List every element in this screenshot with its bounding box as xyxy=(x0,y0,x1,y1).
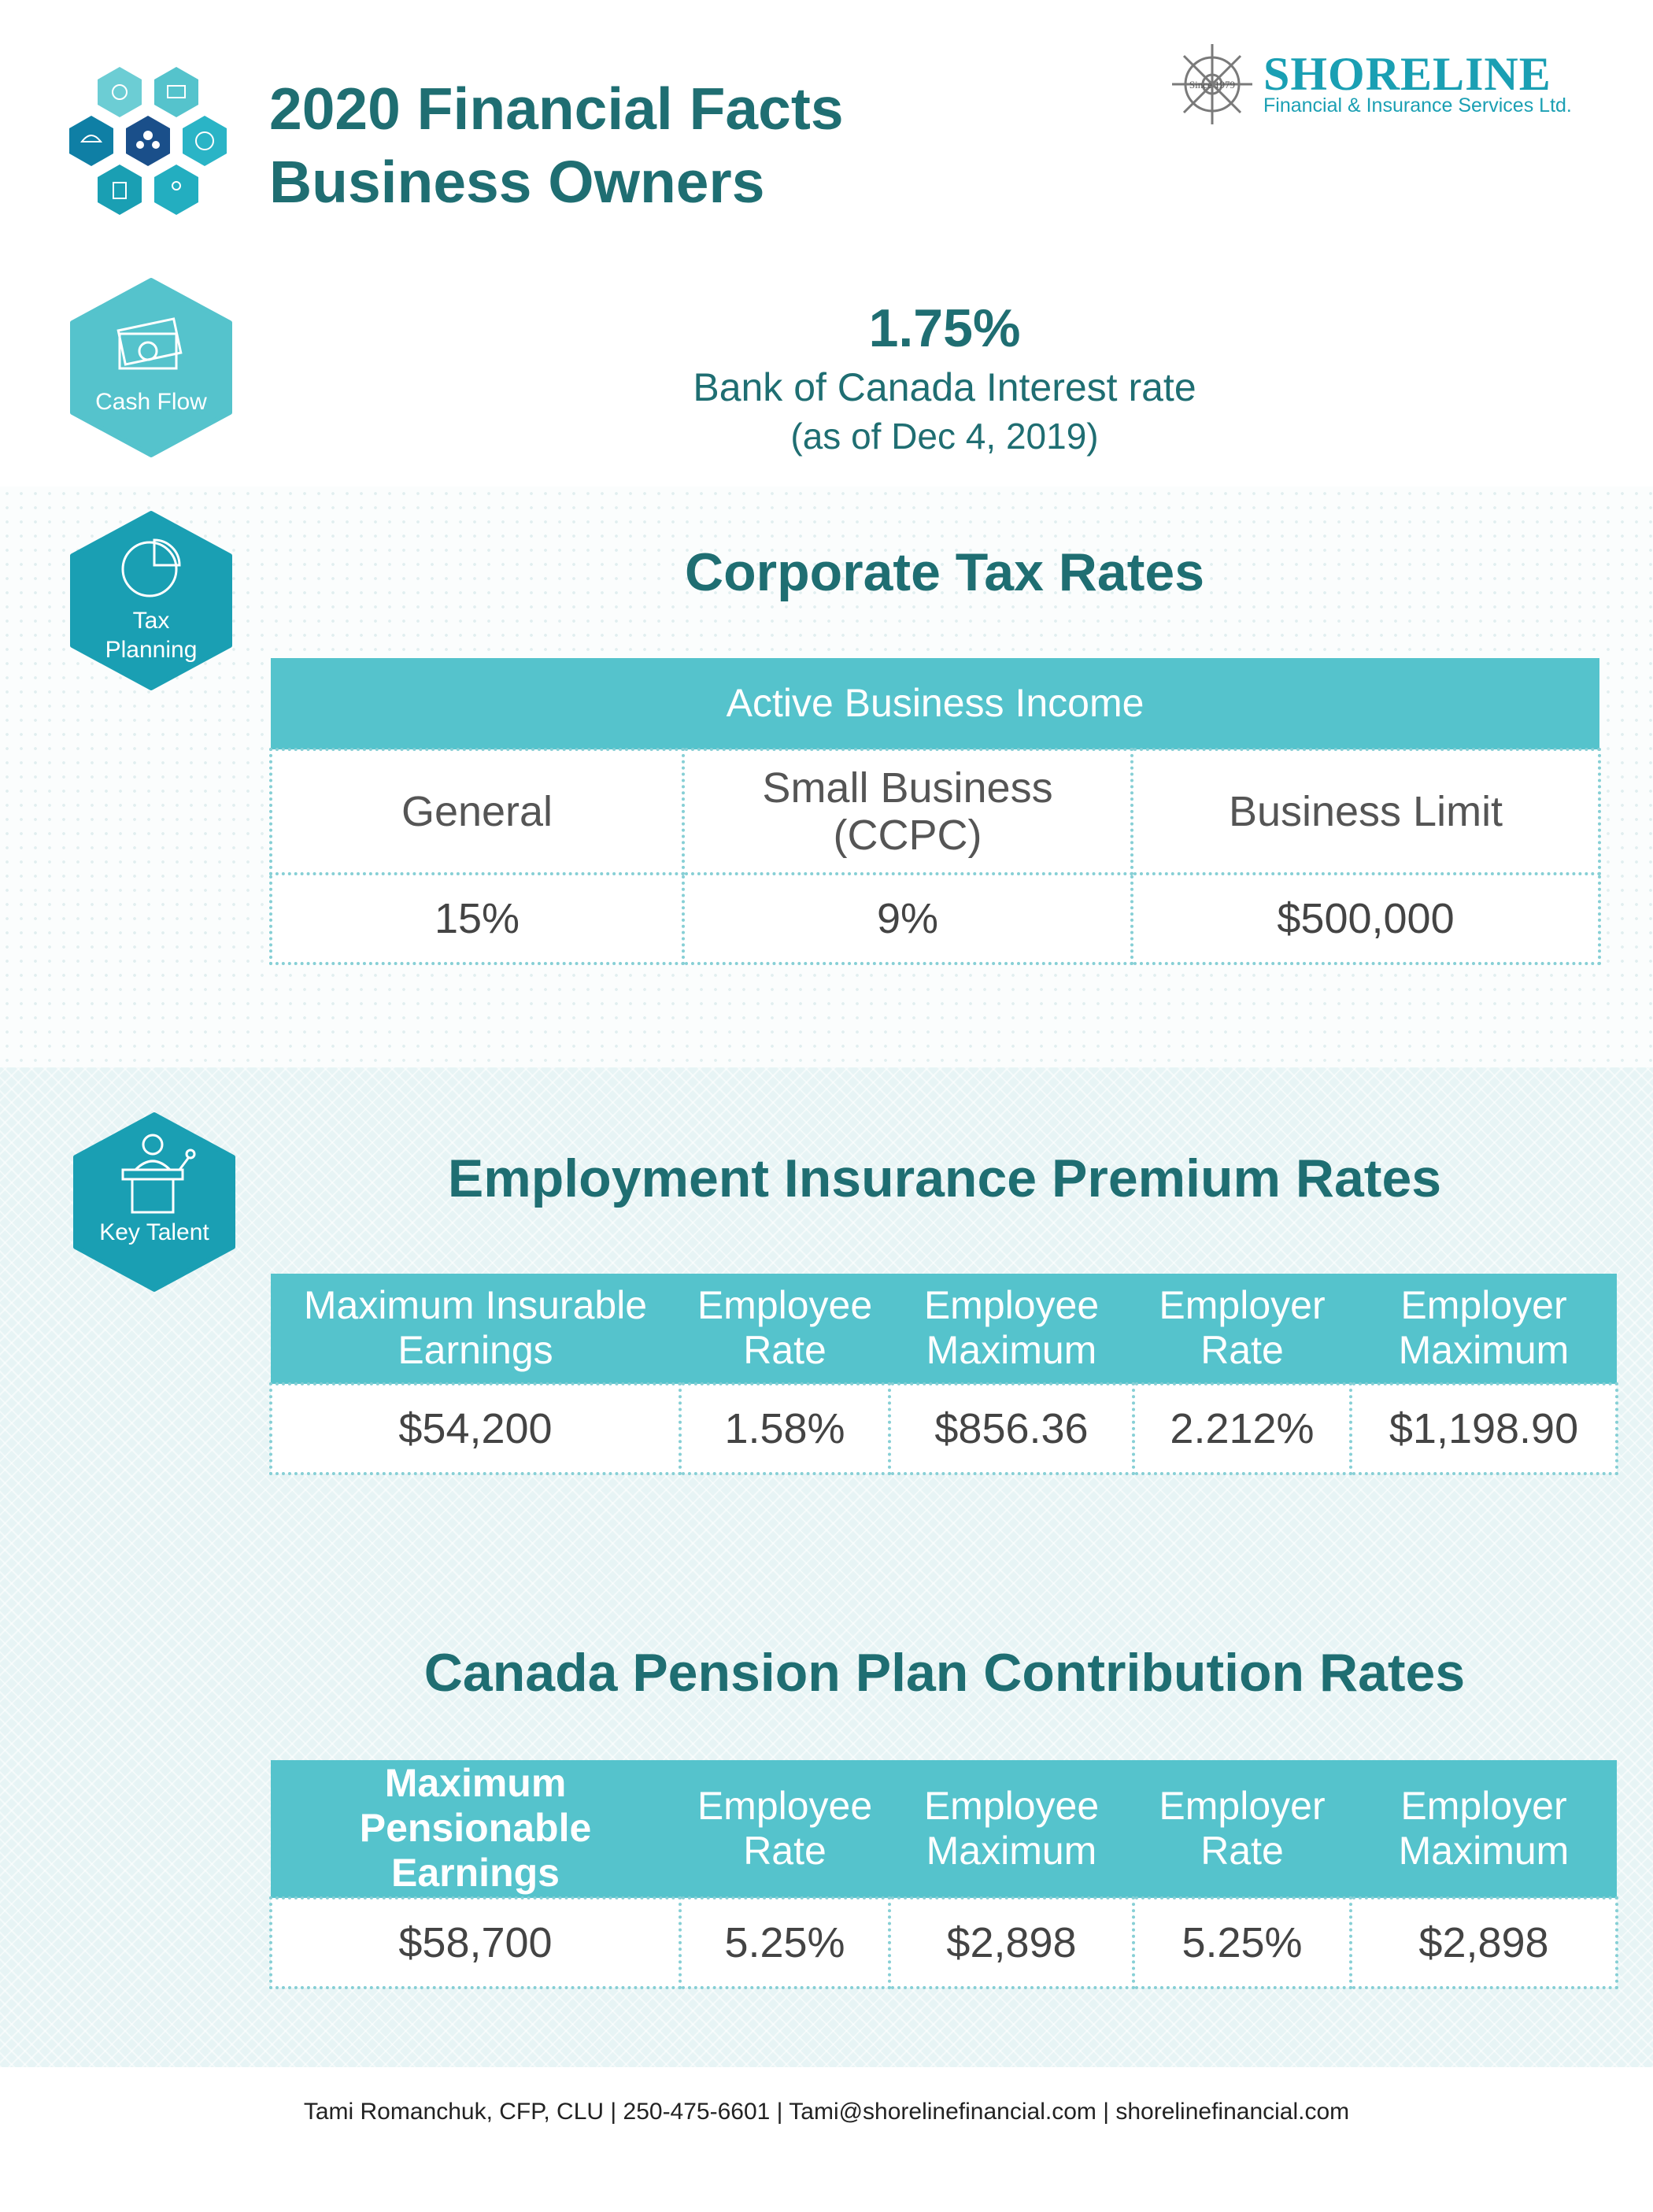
key-talent-label: Key Talent xyxy=(99,1219,209,1245)
cpp-employer-rate-value: 5.25% xyxy=(1132,1896,1352,1989)
cpp-header-max-pensionable: Maximum Pensionable Earnings xyxy=(271,1760,680,1898)
cpp-employee-max-value: $2,898 xyxy=(888,1896,1135,1989)
speaker-podium-icon xyxy=(121,1134,196,1214)
logo-subtitle: Financial & Insurance Services Ltd. xyxy=(1263,94,1572,117)
ship-wheel-icon: Since 1979 xyxy=(1172,44,1252,124)
title-line-1: 2020 Financial Facts xyxy=(269,76,844,142)
page-title: 2020 Financial Facts Business Owners xyxy=(269,72,844,219)
tax-label-line-1: Tax xyxy=(132,608,170,634)
ei-premium-title: Employment Insurance Premium Rates xyxy=(447,1149,1442,1208)
ei-employer-rate-value: 2.212% xyxy=(1132,1382,1352,1475)
ei-header-max-insurable: Maximum Insurable Earnings xyxy=(271,1274,680,1384)
business-limit-value: $500,000 xyxy=(1130,872,1602,965)
pie-chart-icon xyxy=(121,538,181,597)
ei-header-employee-rate: Employee Rate xyxy=(680,1274,889,1384)
small-business-label-line-1: Small Business xyxy=(762,764,1053,812)
tax-label-line-2: Planning xyxy=(105,637,198,663)
cash-flow-label: Cash Flow xyxy=(95,389,207,415)
business-limit-label: Business Limit xyxy=(1130,748,1602,875)
logo-name: SHORELINE xyxy=(1263,48,1551,100)
interest-rate-value: 1.75% xyxy=(868,298,1021,358)
cpp-employer-max-value: $2,898 xyxy=(1349,1896,1618,1989)
active-business-income-header: Active Business Income xyxy=(271,658,1600,749)
small-business-rate: 9% xyxy=(682,872,1133,965)
ei-header-employer-rate: Employer Rate xyxy=(1133,1274,1351,1384)
cpp-contribution-title: Canada Pension Plan Contribution Rates xyxy=(423,1643,1466,1703)
general-label: General xyxy=(269,748,685,875)
ei-header-employee-max: Employee Maximum xyxy=(889,1274,1133,1384)
cpp-header-employee-max: Employee Maximum xyxy=(889,1760,1133,1898)
ei-max-insurable-value: $54,200 xyxy=(269,1382,682,1475)
cpp-contribution-table: Maximum Pensionable Earnings Employee Rate… xyxy=(269,1760,1618,1989)
general-rate: 15% xyxy=(269,872,685,965)
small-business-label-line-2: (CCPC) xyxy=(833,812,982,859)
tax-planning-label: Tax Planning xyxy=(68,606,235,664)
tax-planning-badge: Tax Planning xyxy=(68,510,235,691)
ei-premium-table: Maximum Insurable Earnings Employee Rate E… xyxy=(269,1274,1618,1475)
cash-icon xyxy=(116,317,183,370)
cpp-header-employer-max: Employer Maximum xyxy=(1351,1760,1617,1898)
interest-rate-date: (as of Dec 4, 2019) xyxy=(790,416,1099,457)
cpp-employee-rate-value: 5.25% xyxy=(679,1896,891,1989)
ei-employee-max-value: $856.36 xyxy=(888,1382,1135,1475)
ei-employee-rate-value: 1.58% xyxy=(679,1382,891,1475)
small-business-label: Small Business (CCPC) xyxy=(682,748,1133,875)
hexagon-cluster-icon xyxy=(57,63,253,244)
cpp-header-employee-rate: Employee Rate xyxy=(680,1760,889,1898)
ei-header-employer-max: Employer Maximum xyxy=(1351,1274,1617,1384)
svg-text:Since 1979: Since 1979 xyxy=(1189,79,1235,91)
key-talent-badge: Key Talent xyxy=(71,1112,238,1293)
corporate-tax-title: Corporate Tax Rates xyxy=(684,542,1205,602)
ei-employer-max-value: $1,198.90 xyxy=(1349,1382,1618,1475)
corporate-tax-table: Active Business Income General Small Bus… xyxy=(269,658,1602,965)
interest-rate-label: Bank of Canada Interest rate xyxy=(693,365,1196,409)
shoreline-logo: Since 1979 SHORELINE Financial & Insuran… xyxy=(1169,41,1586,128)
footer-contact: Tami Romanchuk, CFP, CLU | 250-475-6601 … xyxy=(303,2099,1350,2125)
title-line-2: Business Owners xyxy=(269,149,765,215)
cpp-header-employer-rate: Employer Rate xyxy=(1133,1760,1351,1898)
cpp-max-pensionable-value: $58,700 xyxy=(269,1896,682,1989)
cash-flow-badge: Cash Flow xyxy=(68,277,235,458)
